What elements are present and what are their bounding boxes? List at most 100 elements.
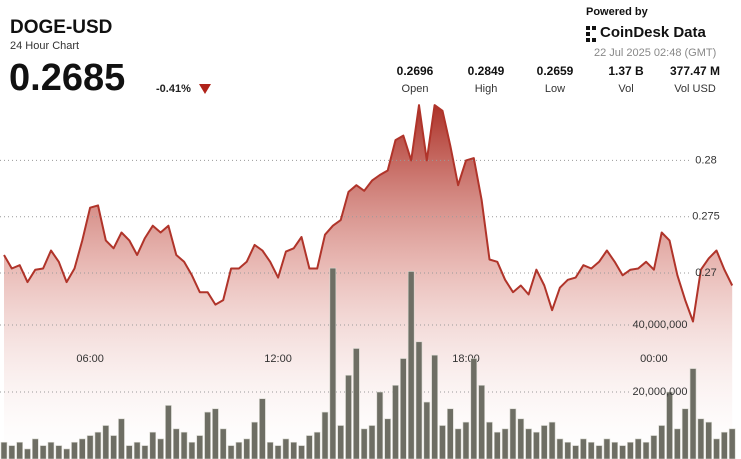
volume-bar (533, 431, 540, 459)
volume-bar (447, 408, 454, 459)
brand: CoinDesk Data (600, 24, 707, 41)
volume-bar (400, 358, 407, 459)
stat-label: Vol USD (674, 83, 716, 95)
y-tick-label: 20,000,000 (632, 386, 687, 398)
volume-bar (24, 448, 31, 459)
volume-bar (415, 341, 423, 459)
stat-value: 377.47 M (670, 64, 720, 78)
volume-bar (353, 348, 360, 459)
y-tick-label: 0.275 (692, 211, 720, 223)
volume-bar (133, 441, 141, 459)
volume-bar (650, 435, 658, 459)
volume-bar (540, 425, 548, 459)
volume-bar (266, 441, 274, 459)
volume-bar (548, 421, 556, 459)
volume-bar (454, 428, 462, 459)
volume-bar (603, 438, 611, 459)
volume-bar (337, 425, 344, 459)
volume-bar (259, 398, 266, 459)
volume-bar (642, 441, 650, 459)
volume-bar (172, 428, 180, 459)
volume-bar (517, 418, 525, 459)
volume-bar (290, 441, 298, 459)
volume-bar (86, 435, 94, 459)
volume-bar (501, 428, 509, 459)
x-tick-label: 00:00 (640, 353, 668, 365)
volume-bar (658, 425, 666, 459)
volume-bar (188, 441, 196, 459)
volume-bar (149, 431, 157, 459)
change: -0.41% (156, 83, 191, 95)
volume-bar (634, 438, 642, 459)
volume-bar (689, 368, 697, 459)
volume-bar (165, 405, 172, 459)
volume-bar (47, 441, 55, 459)
volume-bar (8, 445, 16, 459)
volume-bar (564, 441, 572, 459)
stat-label: Low (545, 83, 565, 95)
volume-bar (525, 428, 532, 459)
timestamp: 22 Jul 2025 02:48 (GMT) (594, 47, 716, 59)
volume-bar (321, 411, 329, 459)
volume-bar (0, 441, 8, 459)
volume-bar (298, 445, 305, 459)
volume-bar (423, 401, 431, 459)
x-tick-label: 06:00 (76, 353, 104, 365)
stat-value: 0.2659 (537, 64, 574, 78)
price: 0.2685 (9, 57, 125, 99)
volume-bar (157, 438, 164, 459)
volume-bar (407, 271, 415, 459)
volume-bar (180, 431, 188, 459)
volume-bar (125, 445, 133, 459)
volume-bar (306, 435, 313, 459)
volume-bar (368, 425, 376, 459)
stat-value: 0.2849 (468, 64, 505, 78)
volume-bar (721, 431, 728, 459)
volume-bar (619, 445, 626, 459)
stat-label: Vol (618, 83, 633, 95)
volume-bar (611, 441, 619, 459)
volume-bar (556, 438, 564, 459)
volume-bar (282, 438, 290, 459)
volume-bar (55, 445, 63, 459)
volume-bar (439, 425, 446, 459)
volume-bar (94, 431, 102, 459)
volume-bar (627, 441, 634, 459)
volume-bar (102, 425, 110, 459)
price-area (4, 105, 733, 459)
volume-bar (360, 428, 368, 459)
volume-bar (728, 428, 736, 459)
volume-bar (110, 435, 117, 459)
stat-value: 1.37 B (608, 64, 644, 78)
stat-label: High (475, 83, 498, 95)
down-arrow (199, 84, 211, 94)
volume-bar (674, 428, 681, 459)
volume-bar (580, 438, 587, 459)
volume-bar (509, 408, 517, 459)
volume-bar (462, 421, 470, 459)
volume-bar (493, 431, 501, 459)
volume-bar (572, 445, 579, 459)
volume-bar (470, 358, 478, 459)
stats: 0.2696 Open 0.2849 High 0.2659 Low 1.37 B Vol 37… (397, 64, 720, 95)
volume-bar (251, 421, 258, 459)
volume-bar (32, 438, 39, 459)
brand-logo (586, 26, 596, 42)
volume-bar (196, 435, 204, 459)
volume-bar (79, 438, 86, 459)
volume-bar (274, 445, 282, 459)
volume-bar (384, 418, 391, 459)
volume-bar (118, 418, 125, 459)
volume-bar (595, 445, 603, 459)
volume-bar (71, 441, 78, 459)
y-tick-label: 0.27 (695, 267, 716, 279)
volume-bar (431, 354, 438, 459)
volume-bar (212, 408, 219, 459)
x-tick-label: 12:00 (264, 353, 292, 365)
volume-bar (478, 385, 485, 459)
volume-bar (141, 445, 149, 459)
price-line (3, 104, 734, 323)
volume-bar (235, 441, 243, 459)
y-tick-label: 40,000,000 (632, 319, 687, 331)
